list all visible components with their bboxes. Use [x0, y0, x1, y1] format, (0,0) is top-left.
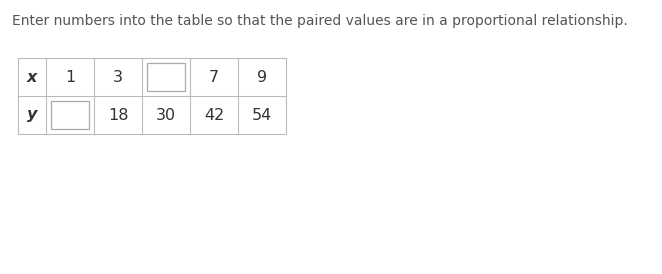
Text: 30: 30	[156, 107, 176, 122]
Text: 7: 7	[209, 70, 219, 84]
Text: 18: 18	[108, 107, 128, 122]
Text: Enter numbers into the table so that the paired values are in a proportional rel: Enter numbers into the table so that the…	[12, 14, 628, 28]
Text: y: y	[27, 107, 37, 122]
Text: 1: 1	[65, 70, 75, 84]
Text: 54: 54	[252, 107, 272, 122]
Text: 42: 42	[204, 107, 224, 122]
Bar	[51, 101, 89, 129]
Text: 3: 3	[113, 70, 123, 84]
Text: 9: 9	[257, 70, 267, 84]
Bar	[147, 63, 185, 91]
Bar	[18, 58, 286, 134]
Text: x: x	[27, 70, 37, 84]
